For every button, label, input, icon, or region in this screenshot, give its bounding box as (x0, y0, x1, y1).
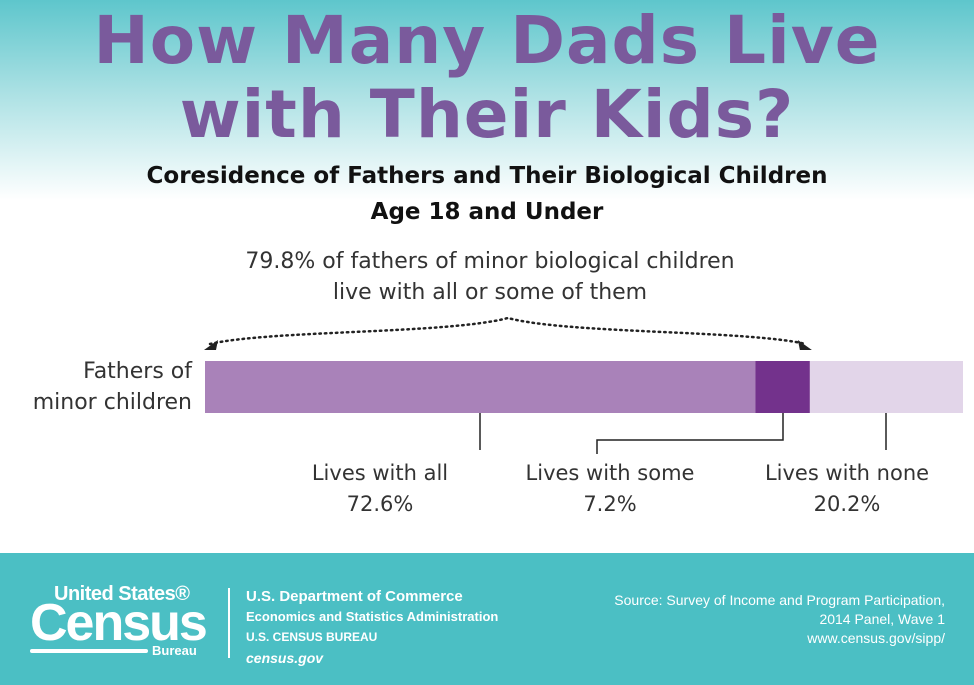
segment-value-label: 7.2% (490, 489, 730, 520)
logo-census: Census (30, 597, 206, 649)
segment-label-lives-with-some: Lives with some 7.2% (490, 458, 730, 520)
census-bureau-logo: United States® Census Bureau (30, 583, 210, 663)
footer-divider (228, 588, 230, 658)
dept-name: U.S. Department of Commerce (246, 587, 498, 607)
row-label-line-1: Fathers of (0, 356, 192, 387)
segment-value-label: 20.2% (727, 489, 967, 520)
segment-name: Lives with none (727, 458, 967, 489)
census-gov-link[interactable]: census.gov (246, 647, 498, 669)
dept-administration: Economics and Statistics Administration (246, 607, 498, 627)
source-note: Source: Survey of Income and Program Par… (520, 591, 945, 648)
brace-arrow-right (798, 340, 812, 350)
logo-underline (30, 649, 148, 653)
bar-segment-lives-with-some (755, 361, 810, 413)
bar-segment-lives-with-none (810, 361, 963, 413)
bar-segment-lives-with-all (205, 361, 755, 413)
row-label-line-2: minor children (0, 387, 192, 418)
segment-name: Lives with some (490, 458, 730, 489)
source-line-2: 2014 Panel, Wave 1 (520, 610, 945, 629)
department-info: U.S. Department of Commerce Economics an… (246, 587, 498, 669)
dept-bureau: U.S. CENSUS BUREAU (246, 627, 498, 647)
leader-line-lives-with-some (597, 413, 783, 454)
source-url[interactable]: www.census.gov/sipp/ (520, 629, 945, 648)
annotation-brace (210, 318, 806, 344)
segment-name: Lives with all (260, 458, 500, 489)
logo-bureau: Bureau (152, 643, 197, 658)
segment-value-label: 72.6% (260, 489, 500, 520)
segment-label-lives-with-all: Lives with all 72.6% (260, 458, 500, 520)
row-label: Fathers of minor children (0, 356, 192, 418)
source-line-1: Source: Survey of Income and Program Par… (520, 591, 945, 610)
segment-label-lives-with-none: Lives with none 20.2% (727, 458, 967, 520)
